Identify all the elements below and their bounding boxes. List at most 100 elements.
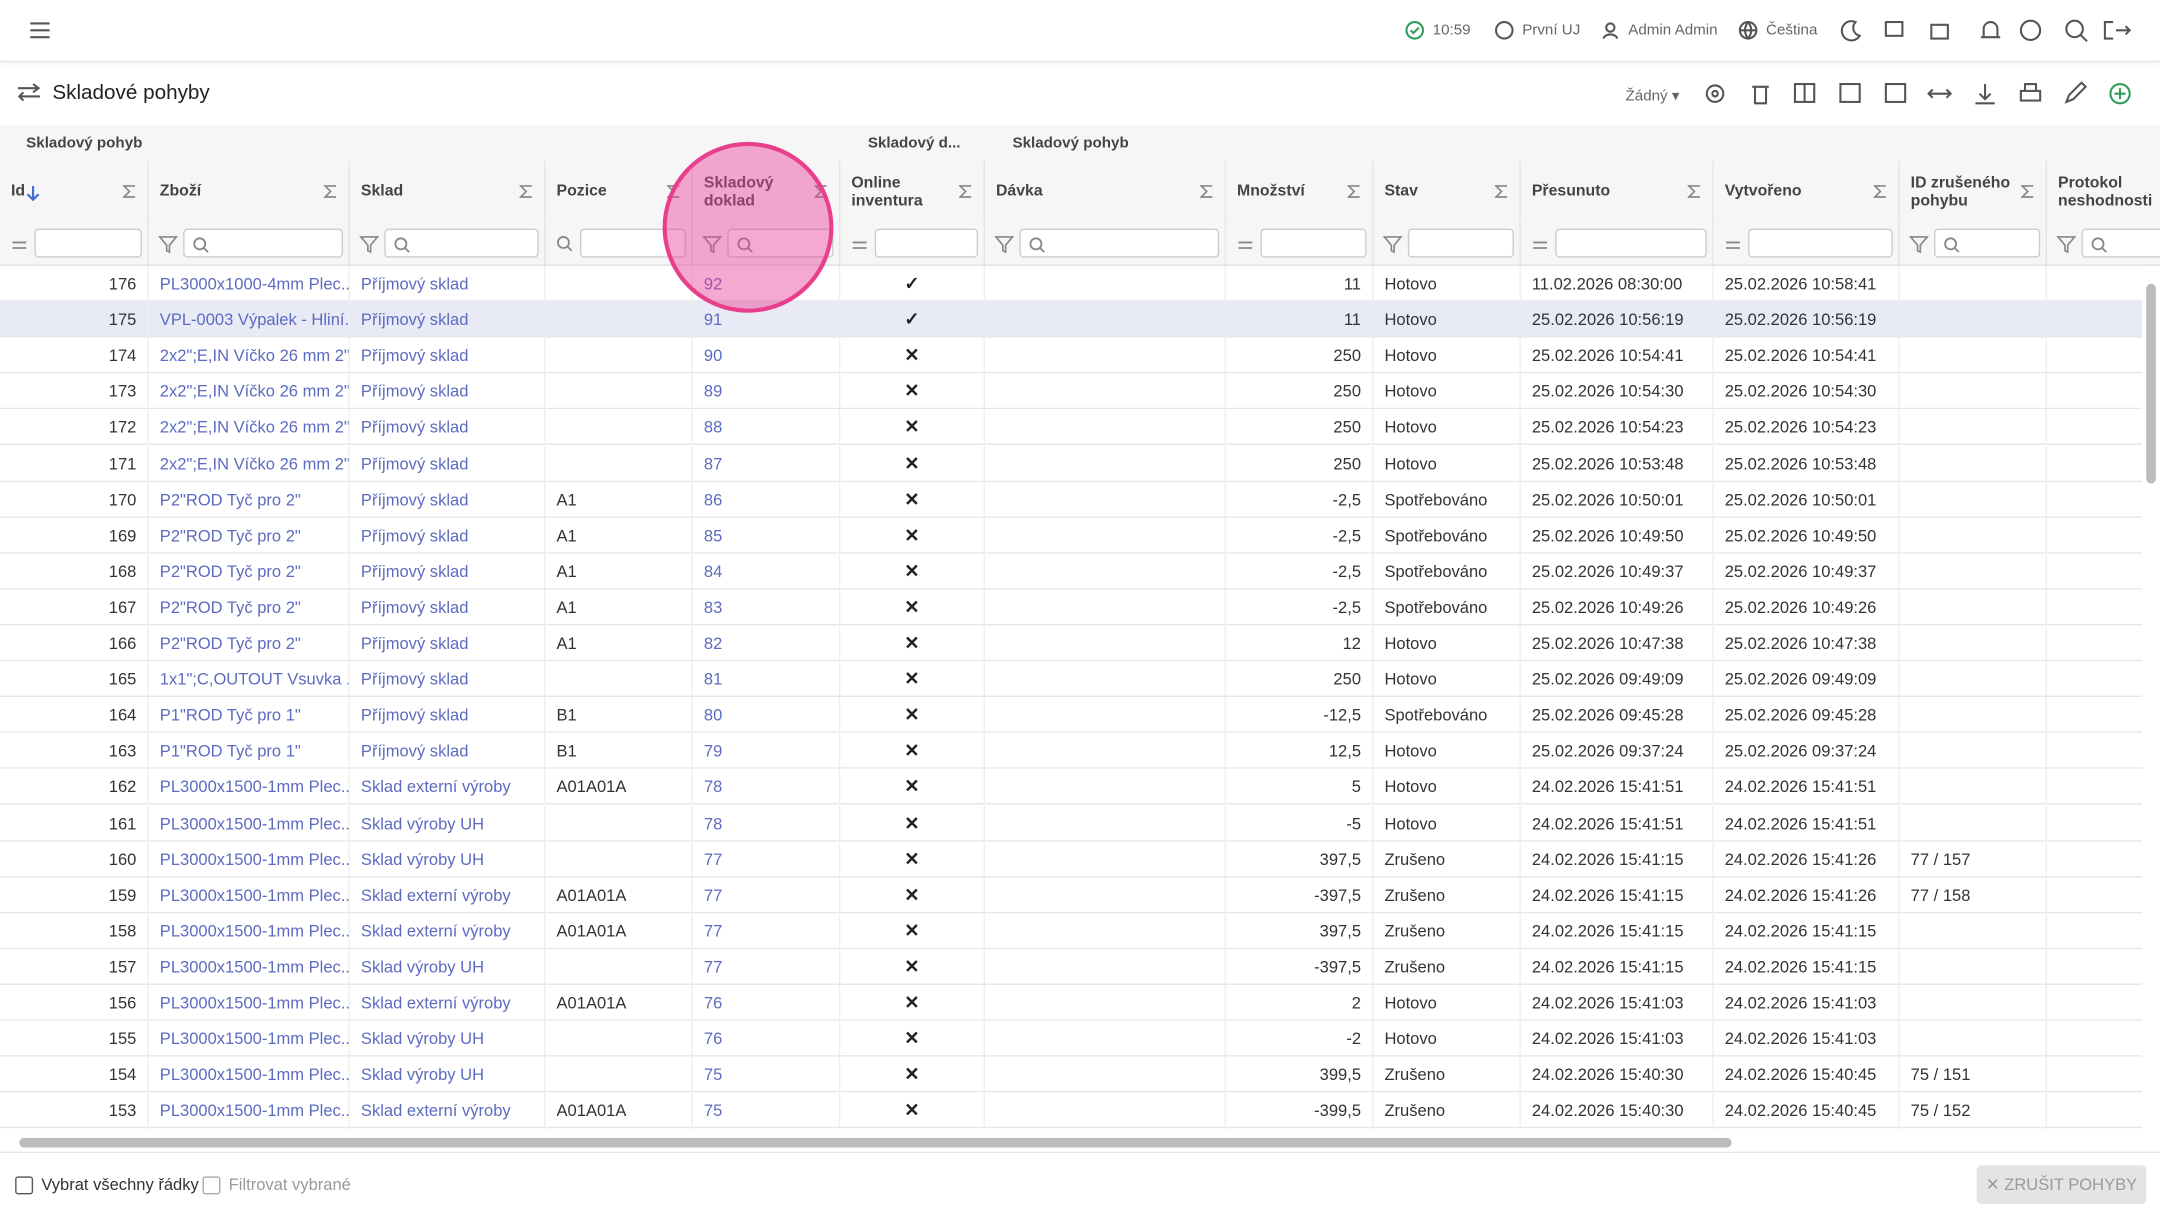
table-cell[interactable]: 84: [693, 553, 841, 590]
table-cell[interactable]: Příjmový sklad: [350, 661, 546, 698]
filter-input[interactable]: [1934, 228, 2041, 258]
table-cell[interactable]: Sklad výroby UH: [350, 948, 546, 985]
filter-input[interactable]: [1260, 228, 1367, 258]
filter-input[interactable]: [183, 228, 344, 258]
table-cell[interactable]: 75: [693, 1092, 841, 1129]
filter-icon[interactable]: [849, 233, 871, 255]
column-header[interactable]: Id: [0, 161, 149, 224]
filter-input[interactable]: [384, 228, 539, 258]
filter-icon[interactable]: [2055, 233, 2077, 255]
table-cell[interactable]: PL3000x1500-1mm Plec...: [149, 1056, 350, 1093]
table-cell[interactable]: 1x1";C,OUTOUT Vsuvka ...: [149, 661, 350, 698]
table-cell[interactable]: 75: [693, 1056, 841, 1093]
menu-icon[interactable]: [29, 19, 51, 41]
filter-input[interactable]: [1019, 228, 1220, 258]
table-cell[interactable]: 78: [693, 769, 841, 806]
table-cell[interactable]: 91: [693, 301, 841, 338]
sum-icon[interactable]: [323, 185, 338, 199]
table-cell[interactable]: 83: [693, 589, 841, 626]
filter-icon[interactable]: [1529, 233, 1551, 255]
table-cell[interactable]: 77: [693, 841, 841, 877]
table-cell[interactable]: PL3000x1500-1mm Plec...: [149, 913, 350, 949]
table-cell[interactable]: P2"ROD Tyč pro 2": [149, 553, 350, 590]
table-cell[interactable]: Příjmový sklad: [350, 517, 546, 554]
table-cell[interactable]: 89: [693, 373, 841, 410]
table-cell[interactable]: Sklad výroby UH: [350, 1056, 546, 1093]
table-cell[interactable]: Příjmový sklad: [350, 301, 546, 338]
table-cell[interactable]: Příjmový sklad: [350, 553, 546, 590]
table-cell[interactable]: P2"ROD Tyč pro 2": [149, 589, 350, 626]
table-cell[interactable]: Sklad externí výroby: [350, 877, 546, 913]
table-cell[interactable]: 85: [693, 517, 841, 554]
filter-icon[interactable]: [1234, 233, 1256, 255]
table-cell[interactable]: Příjmový sklad: [350, 733, 546, 770]
sum-icon[interactable]: [519, 185, 533, 199]
filter-icon[interactable]: [358, 233, 380, 255]
filter-icon[interactable]: [554, 233, 576, 255]
table-cell[interactable]: P2"ROD Tyč pro 2": [149, 517, 350, 554]
table-cell[interactable]: Příjmový sklad: [350, 337, 546, 374]
column-header[interactable]: Přesunuto: [1521, 161, 1714, 224]
sum-icon[interactable]: [1494, 185, 1509, 199]
table-cell[interactable]: 2x2";E,IN Víčko 26 mm 2": [149, 337, 350, 374]
table-cell[interactable]: 80: [693, 697, 841, 734]
table-cell[interactable]: 2x2";E,IN Víčko 26 mm 2": [149, 373, 350, 410]
select-all[interactable]: Vybrat všechny řádky: [15, 1175, 199, 1194]
filter-icon[interactable]: [1722, 233, 1744, 255]
table-cell[interactable]: 87: [693, 445, 841, 482]
filter-input[interactable]: [874, 228, 979, 258]
filter-input[interactable]: [1748, 228, 1893, 258]
table-cell[interactable]: PL3000x1500-1mm Plec...: [149, 841, 350, 877]
table-cell[interactable]: Příjmový sklad: [350, 625, 546, 662]
toolbar-icons[interactable]: [1703, 81, 2133, 106]
table-cell[interactable]: P2"ROD Tyč pro 2": [149, 481, 350, 518]
column-header[interactable]: Zboží: [149, 161, 350, 224]
filter-selected[interactable]: Filtrovat vybrané: [202, 1175, 351, 1194]
table-cell[interactable]: 78: [693, 805, 841, 841]
table-cell[interactable]: Příjmový sklad: [350, 373, 546, 410]
column-header[interactable]: Dávka: [985, 161, 1227, 224]
company[interactable]: První UJ: [1494, 21, 1580, 40]
view-select[interactable]: Žádný ▾: [1625, 88, 1680, 105]
filter-icon[interactable]: [1382, 233, 1404, 255]
table-cell[interactable]: 77: [693, 913, 841, 949]
language[interactable]: Čeština: [1738, 21, 1817, 40]
table-cell[interactable]: 76: [693, 984, 841, 1021]
table-cell[interactable]: 77: [693, 948, 841, 985]
table-cell[interactable]: 2x2";E,IN Víčko 26 mm 2": [149, 445, 350, 482]
filter-icon[interactable]: [993, 233, 1015, 255]
table-cell[interactable]: 90: [693, 337, 841, 374]
table-cell[interactable]: Příjmový sklad: [350, 697, 546, 734]
table-cell[interactable]: Sklad externí výroby: [350, 913, 546, 949]
table-cell[interactable]: 77: [693, 877, 841, 913]
filter-input[interactable]: [1407, 228, 1514, 258]
table-cell[interactable]: 2x2";E,IN Víčko 26 mm 2": [149, 409, 350, 446]
table-cell[interactable]: Příjmový sklad: [350, 409, 546, 446]
table-cell[interactable]: Sklad externí výroby: [350, 769, 546, 806]
table-cell[interactable]: P1"ROD Tyč pro 1": [149, 697, 350, 734]
filter-icon[interactable]: [8, 233, 30, 255]
table-cell[interactable]: 79: [693, 733, 841, 770]
h-scrollbar[interactable]: [19, 1137, 1732, 1148]
column-header[interactable]: ID zrušeného pohybu: [1900, 161, 2048, 224]
top-icon-row[interactable]: [1838, 18, 2141, 43]
table-cell[interactable]: PL3000x1500-1mm Plec...: [149, 877, 350, 913]
sum-icon[interactable]: [2020, 185, 2035, 199]
v-scrollbar[interactable]: [2146, 283, 2156, 484]
table-cell[interactable]: Sklad výroby UH: [350, 805, 546, 841]
table-cell[interactable]: Sklad výroby UH: [350, 1020, 546, 1057]
sum-icon[interactable]: [1199, 185, 1214, 199]
column-header[interactable]: Vytvořeno: [1714, 161, 1900, 224]
sum-icon[interactable]: [122, 185, 137, 199]
table-cell[interactable]: PL3000x1500-1mm Plec...: [149, 769, 350, 806]
sum-icon[interactable]: [958, 185, 973, 199]
column-header[interactable]: Sklad: [350, 161, 546, 224]
table-cell[interactable]: VPL-0003 Výpalek - Hliní...: [149, 301, 350, 338]
table-cell[interactable]: PL3000x1500-1mm Plec...: [149, 948, 350, 985]
table-cell[interactable]: Příjmový sklad: [350, 265, 546, 302]
sum-icon[interactable]: [1873, 185, 1887, 199]
column-header[interactable]: Stav: [1373, 161, 1521, 224]
user[interactable]: Admin Admin: [1601, 21, 1718, 40]
table-cell[interactable]: PL3000x1500-1mm Plec...: [149, 805, 350, 841]
table-cell[interactable]: 81: [693, 661, 841, 698]
